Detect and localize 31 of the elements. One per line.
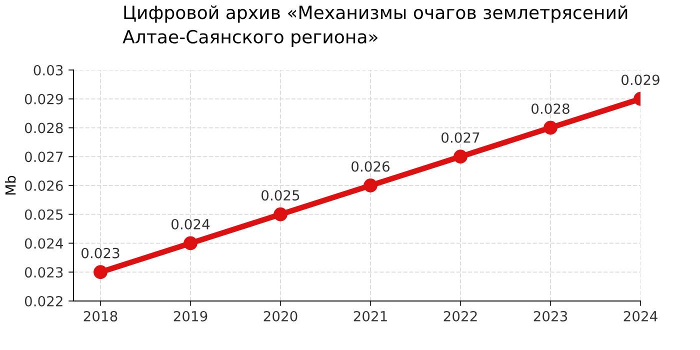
point — [364, 178, 378, 192]
y-tick-label: 0.03 — [34, 64, 63, 76]
y-tick-label: 0.024 — [24, 238, 63, 249]
data-label: 0.026 — [352, 161, 390, 172]
y-tick-label: 0.029 — [24, 94, 63, 104]
y-tick-label: 0.022 — [24, 296, 62, 306]
point — [184, 236, 198, 250]
point — [274, 207, 288, 222]
data-label: 0.028 — [532, 103, 570, 114]
chart-title: Цифровой архив «Механизмы очагов землетрясений Алтае-Саянского региона» — [122, 5, 628, 48]
x-tick-label: 2018 — [84, 310, 118, 322]
data-label: 0.024 — [172, 218, 210, 230]
y-tick-label: 0.025 — [24, 209, 63, 220]
y-tick-label: 0.028 — [24, 122, 63, 134]
point — [544, 120, 558, 135]
y-tick-label: 0.023 — [24, 267, 63, 278]
y-axis-title: Mb — [5, 176, 16, 195]
y-tick-label: 0.026 — [24, 180, 63, 191]
data-label: 0.027 — [442, 132, 480, 143]
data-label: 0.029 — [622, 74, 660, 86]
data-label: 0.025 — [262, 190, 300, 201]
x-tick-label: 2022 — [444, 310, 477, 322]
x-tick-label: 2019 — [174, 310, 208, 322]
x-tick-label: 2023 — [534, 310, 568, 322]
x-tick-label: 2024 — [624, 310, 658, 322]
data-label: 0.023 — [82, 248, 120, 258]
x-tick-label: 2020 — [264, 310, 298, 322]
point — [454, 150, 468, 164]
y-tick-label: 0.027 — [24, 152, 63, 162]
x-tick-label: 2021 — [354, 310, 387, 322]
point — [94, 265, 108, 280]
